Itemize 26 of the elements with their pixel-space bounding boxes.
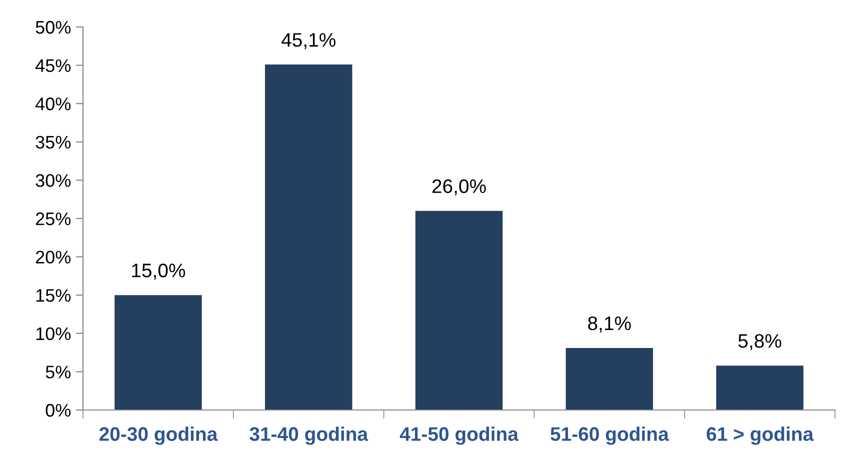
bar <box>415 210 503 410</box>
y-tick-label: 15% <box>36 289 71 302</box>
x-tick-label: 41-50 godina <box>400 426 519 445</box>
data-label: 5,8% <box>738 334 782 350</box>
bar <box>566 348 654 410</box>
bar <box>716 366 804 410</box>
x-tick-label: 20-30 godina <box>99 426 218 445</box>
x-tick-label: 61 > godina <box>706 426 814 445</box>
y-tick-label: 25% <box>36 212 71 226</box>
y-tick-label: 10% <box>36 327 71 340</box>
x-tick-label: 31-40 godina <box>250 426 368 445</box>
y-tick-label: 30% <box>36 174 71 187</box>
y-tick-label: 45% <box>35 59 71 72</box>
bar <box>114 295 202 410</box>
y-tick-label: 20% <box>36 250 71 264</box>
y-tick-label: 40% <box>35 98 71 110</box>
data-label: 45,1% <box>281 33 336 50</box>
bar <box>264 64 352 410</box>
y-tick-label: 5% <box>46 366 71 378</box>
data-label: 8,1% <box>588 316 631 333</box>
y-tick-label: 0% <box>46 404 71 417</box>
data-label: 15,0% <box>132 264 186 280</box>
y-tick-label: 50% <box>36 20 71 34</box>
x-tick-label: 51-60 godina <box>550 426 669 445</box>
data-label: 26,0% <box>432 179 486 196</box>
y-tick-label: 35% <box>36 136 71 149</box>
